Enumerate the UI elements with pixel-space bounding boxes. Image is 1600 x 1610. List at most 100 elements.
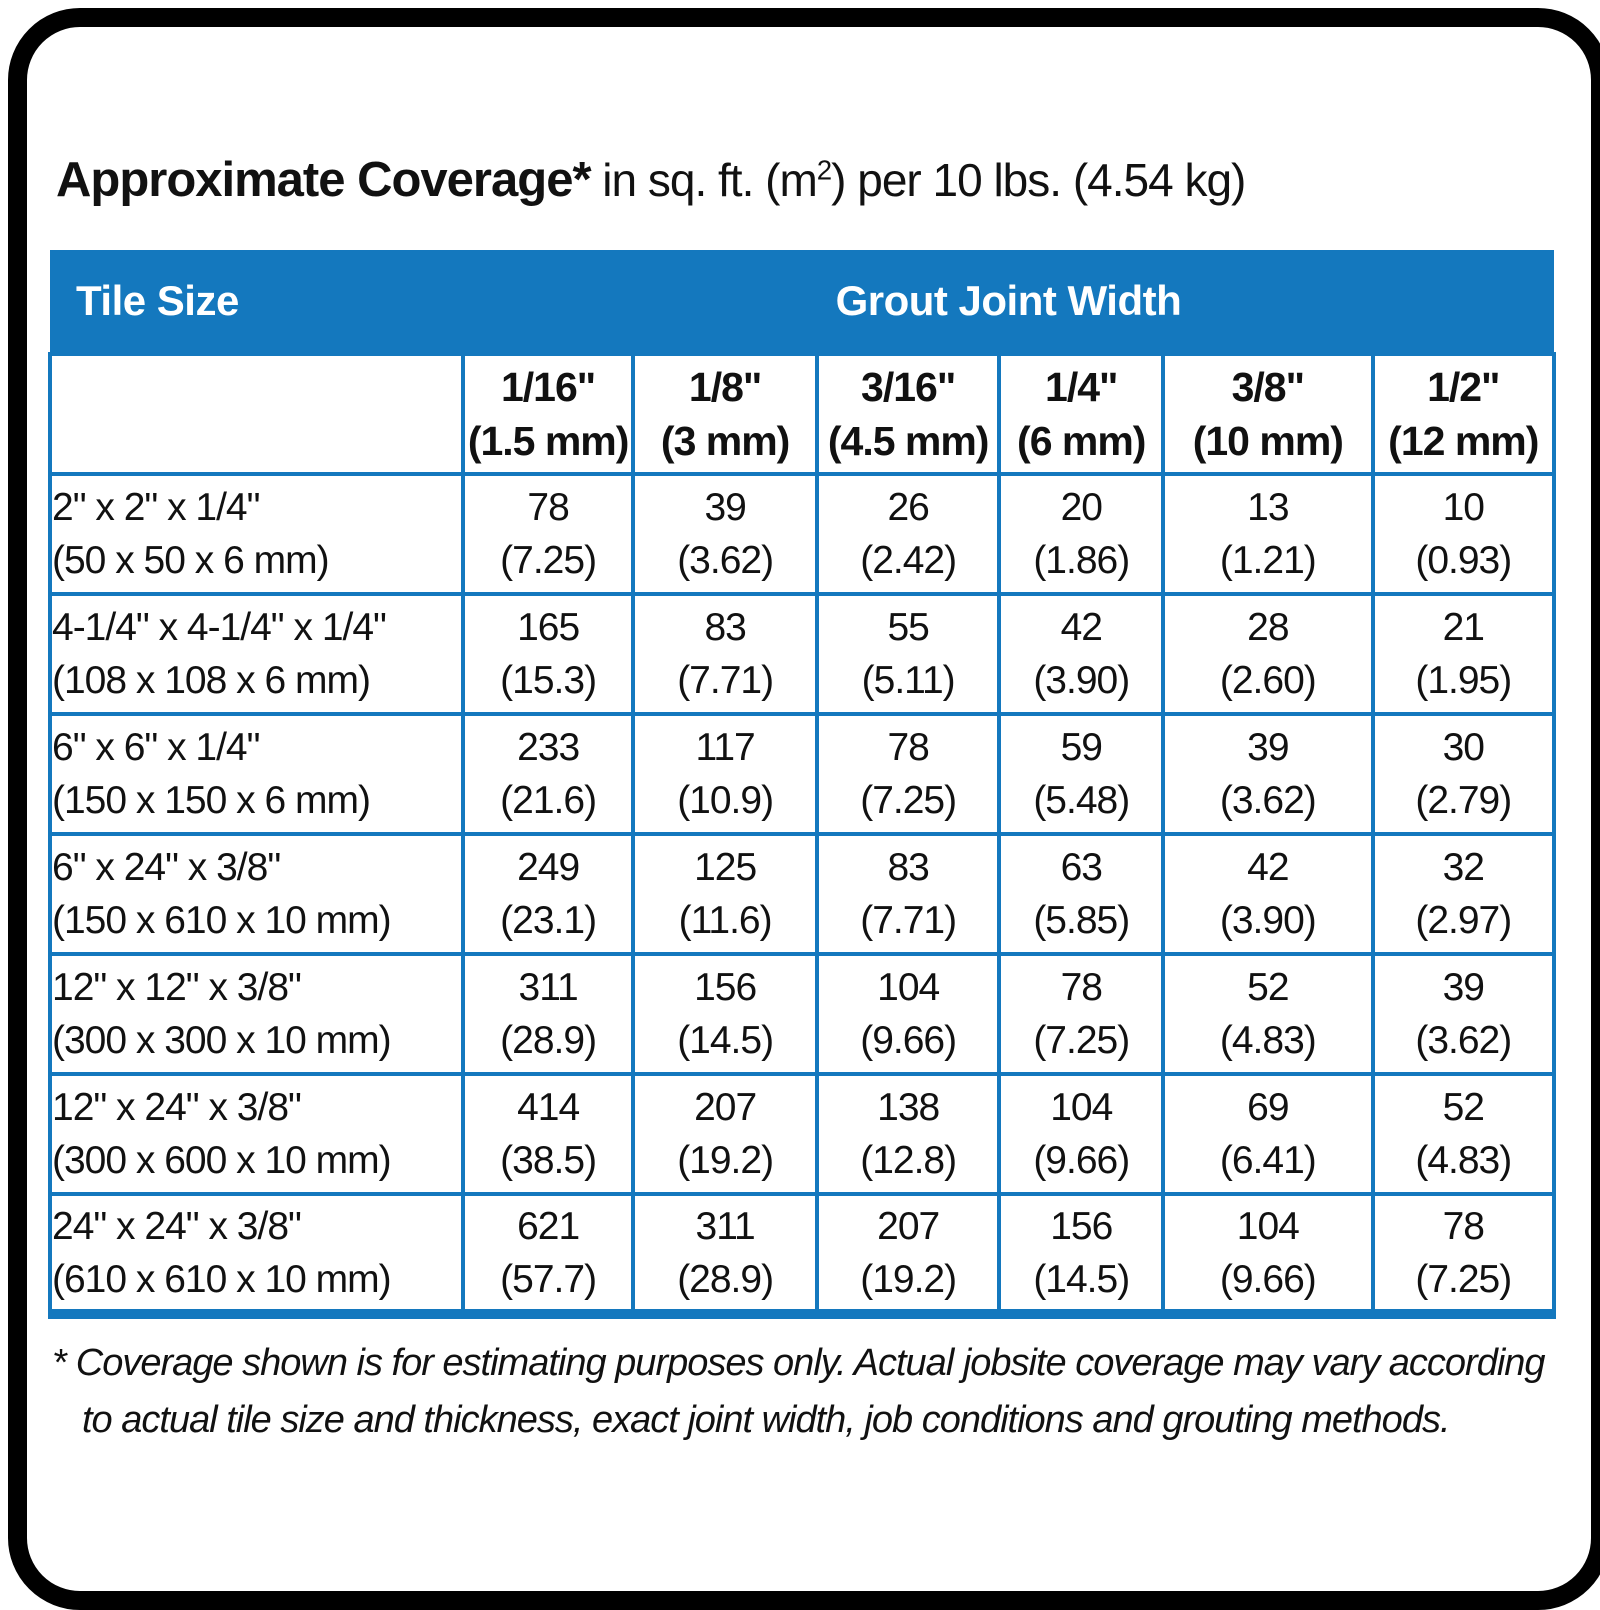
coverage-cell: 52 (4.83) — [1370, 1072, 1557, 1197]
coverage-m2: (19.2) — [677, 1139, 774, 1183]
joint-width-header: 1/2" (12 mm) — [1370, 352, 1557, 477]
joint-width-inches: 1/8" — [688, 364, 762, 411]
coverage-sqft: 42 — [1060, 606, 1103, 650]
tile-size-cell: 6" x 6" x 1/4" (150 x 150 x 6 mm) — [48, 712, 465, 837]
coverage-cell: 30 (2.79) — [1370, 712, 1557, 837]
coverage-m2: (2.97) — [1415, 899, 1512, 943]
coverage-m2: (3.62) — [677, 539, 774, 583]
coverage-m2: (5.11) — [861, 659, 956, 703]
coverage-m2: (14.5) — [677, 1019, 774, 1063]
coverage-m2: (1.95) — [1415, 659, 1512, 703]
coverage-sqft: 10 — [1442, 486, 1485, 530]
tile-size-cell: 24" x 24" x 3/8" (610 x 610 x 10 mm) — [48, 1192, 465, 1317]
tile-size-in: 12" x 12" x 3/8" — [52, 966, 302, 1010]
coverage-sqft: 30 — [1442, 726, 1485, 770]
coverage-cell: 83 (7.71) — [814, 832, 1002, 957]
footnote: * Coverage shown is for estimating purpos… — [52, 1335, 1556, 1449]
coverage-cell: 104 (9.66) — [1161, 1192, 1375, 1317]
coverage-sqft: 39 — [1247, 726, 1289, 770]
tile-size-mm: (108 x 108 x 6 mm) — [52, 659, 371, 703]
joint-width-header: 1/4" (6 mm) — [997, 352, 1166, 477]
coverage-cell: 39 (3.62) — [631, 472, 819, 597]
coverage-m2: (2.79) — [1415, 779, 1512, 823]
joint-width-header: 3/16" (4.5 mm) — [814, 352, 1002, 477]
coverage-cell: 104 (9.66) — [814, 952, 1002, 1077]
joint-width-mm: (3 mm) — [660, 418, 790, 465]
coverage-sqft: 104 — [877, 966, 940, 1010]
coverage-m2: (1.86) — [1033, 539, 1130, 583]
tile-size-mm: (300 x 300 x 10 mm) — [52, 1019, 392, 1063]
coverage-cell: 13 (1.21) — [1161, 472, 1375, 597]
table-row: 6" x 6" x 1/4" (150 x 150 x 6 mm) 233 (21.… — [48, 712, 1557, 837]
coverage-sqft: 78 — [887, 726, 929, 770]
coverage-cell: 311 (28.9) — [631, 1192, 819, 1317]
coverage-m2: (3.62) — [1219, 779, 1317, 823]
coverage-m2: (57.7) — [500, 1257, 597, 1301]
table-row: 2" x 2" x 1/4" (50 x 50 x 6 mm) 78 (7.25) … — [48, 472, 1557, 597]
coverage-cell: 156 (14.5) — [631, 952, 819, 1077]
title-superscript: 2 — [816, 154, 832, 186]
coverage-table: Tile Size Grout Joint Width 1/16" (1.5 mm… — [48, 250, 1557, 1320]
joint-width-mm: (12 mm) — [1388, 418, 1539, 465]
coverage-sqft: 39 — [1442, 966, 1485, 1010]
coverage-m2: (15.3) — [500, 659, 597, 703]
coverage-cell: 311 (28.9) — [460, 952, 636, 1077]
coverage-cell: 28 (2.60) — [1161, 592, 1375, 717]
coverage-sqft: 39 — [704, 486, 746, 530]
tile-size-mm: (300 x 600 x 10 mm) — [52, 1139, 392, 1183]
tile-size-cell: 6" x 24" x 3/8" (150 x 610 x 10 mm) — [48, 832, 465, 957]
footnote-asterisk: * — [52, 1342, 67, 1385]
tile-size-cell: 2" x 2" x 1/4" (50 x 50 x 6 mm) — [48, 472, 465, 597]
coverage-sqft: 32 — [1442, 846, 1485, 890]
tile-size-mm: (150 x 610 x 10 mm) — [52, 899, 392, 943]
table-group-header-row: Tile Size Grout Joint Width — [50, 250, 1554, 355]
coverage-cell: 117 (10.9) — [631, 712, 819, 837]
coverage-m2: (2.60) — [1219, 659, 1317, 703]
coverage-chart: Approximate Coverage* in sq. ft. (m2) pe… — [48, 0, 1557, 1449]
coverage-cell: 125 (11.6) — [631, 832, 819, 957]
coverage-sqft: 26 — [887, 486, 929, 530]
coverage-sqft: 52 — [1247, 966, 1289, 1010]
coverage-cell: 165 (15.3) — [460, 592, 636, 717]
tile-size-in: 6" x 24" x 3/8" — [52, 846, 281, 890]
coverage-sqft: 55 — [887, 606, 929, 650]
tile-size-cell: 12" x 24" x 3/8" (300 x 600 x 10 mm) — [48, 1072, 465, 1197]
coverage-m2: (7.71) — [677, 659, 774, 703]
coverage-sqft: 69 — [1247, 1086, 1289, 1130]
coverage-cell: 42 (3.90) — [997, 592, 1166, 717]
joint-width-inches: 1/4" — [1045, 364, 1118, 411]
joint-width-mm: (4.5 mm) — [827, 418, 990, 465]
coverage-m2: (28.9) — [677, 1257, 774, 1301]
coverage-sqft: 117 — [695, 726, 756, 770]
tile-size-mm: (50 x 50 x 6 mm) — [52, 539, 330, 583]
coverage-cell: 39 (3.62) — [1161, 712, 1375, 837]
coverage-m2: (7.25) — [860, 779, 957, 823]
joint-width-inches: 1/16" — [500, 364, 596, 411]
coverage-cell: 207 (19.2) — [631, 1072, 819, 1197]
table-row: 6" x 24" x 3/8" (150 x 610 x 10 mm) 249 (2… — [48, 832, 1557, 957]
tile-size-group-label: Tile Size — [50, 250, 463, 355]
coverage-m2: (7.25) — [1033, 1019, 1130, 1063]
coverage-m2: (9.66) — [1033, 1139, 1130, 1183]
coverage-m2: (4.83) — [1415, 1139, 1512, 1183]
coverage-sqft: 311 — [695, 1204, 756, 1248]
coverage-m2: (9.66) — [860, 1019, 957, 1063]
joint-width-mm: (6 mm) — [1017, 418, 1146, 465]
joint-width-header: 3/8" (10 mm) — [1161, 352, 1375, 477]
coverage-cell: 10 (0.93) — [1370, 472, 1557, 597]
coverage-sqft: 207 — [877, 1204, 940, 1248]
tile-size-in: 2" x 2" x 1/4" — [52, 486, 260, 530]
coverage-sqft: 249 — [517, 846, 580, 890]
coverage-m2: (14.5) — [1033, 1257, 1130, 1301]
coverage-sqft: 311 — [518, 966, 579, 1010]
coverage-cell: 78 (7.25) — [1370, 1192, 1557, 1317]
page-title: Approximate Coverage* in sq. ft. (m2) pe… — [56, 152, 1556, 208]
coverage-m2: (7.25) — [1415, 1257, 1512, 1301]
coverage-sqft: 104 — [1050, 1086, 1113, 1130]
coverage-sqft: 414 — [517, 1086, 580, 1130]
coverage-sqft: 156 — [694, 966, 757, 1010]
tile-size-mm: (150 x 150 x 6 mm) — [52, 779, 371, 823]
table-row: 24" x 24" x 3/8" (610 x 610 x 10 mm) 621 (… — [48, 1192, 1557, 1317]
coverage-cell: 52 (4.83) — [1161, 952, 1375, 1077]
coverage-sqft: 78 — [1060, 966, 1103, 1010]
